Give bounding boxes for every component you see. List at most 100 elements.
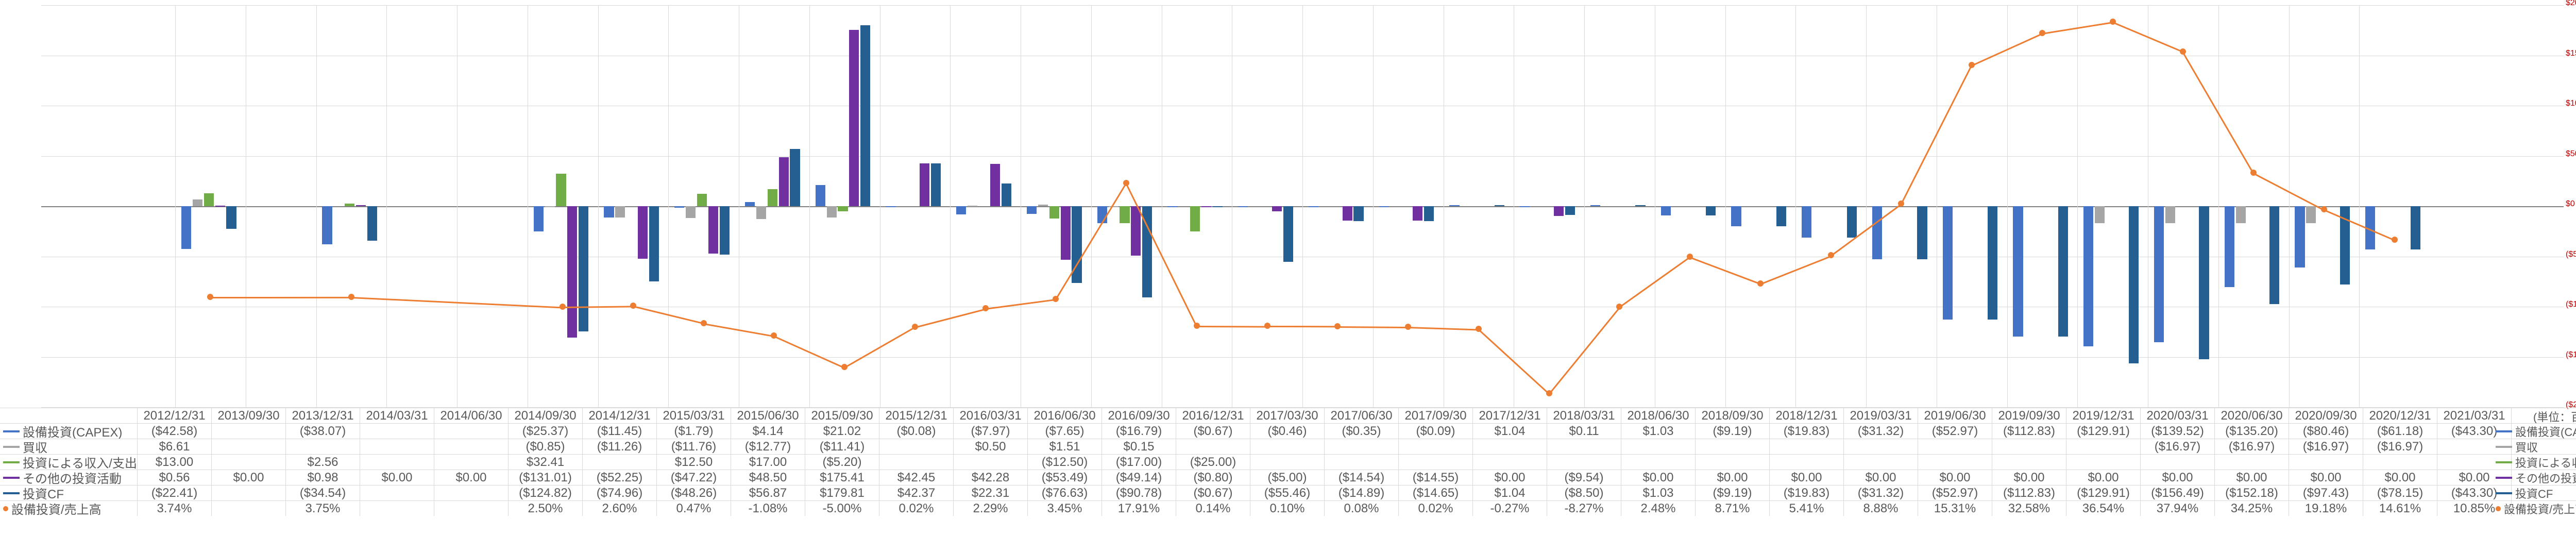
- table-cell: ($9.19): [1696, 423, 1770, 439]
- bar-capex: [2013, 206, 2023, 337]
- period-header: 2017/12/31: [1473, 408, 1547, 423]
- period-column: [809, 5, 880, 407]
- table-cell: ($156.49): [2141, 485, 2215, 500]
- period-header: 2017/03/30: [1250, 408, 1325, 423]
- table-cell: [1992, 454, 2066, 470]
- period-header: 2014/06/30: [434, 408, 509, 423]
- line-point: [1898, 200, 1904, 207]
- table-cell: [2066, 439, 2141, 454]
- table-cell: ($42.58): [138, 423, 212, 439]
- table-cell: ($16.97): [2289, 439, 2363, 454]
- table-cell: $0.00: [1621, 470, 1696, 485]
- table-cell: 0.14%: [1176, 500, 1250, 516]
- row-header: その他の投資活動: [0, 470, 138, 485]
- bar-cf: [1776, 206, 1786, 226]
- row-header: [0, 408, 138, 423]
- table-cell: 36.54%: [2066, 500, 2141, 516]
- period-column: [1444, 5, 1515, 407]
- bar-capex: [534, 206, 544, 231]
- table-cell: 0.47%: [657, 500, 731, 516]
- table-cell: ($14.54): [1325, 470, 1399, 485]
- bar-capex: [1661, 206, 1671, 215]
- table-cell: ($7.65): [1028, 423, 1102, 439]
- line-point: [1969, 62, 1975, 68]
- table-cell: ($47.22): [657, 470, 731, 485]
- line-point: [1405, 324, 1411, 330]
- table-cell: $0.00: [2289, 470, 2363, 485]
- line-point: [771, 332, 777, 339]
- y1-tick: $150: [2566, 49, 2576, 58]
- period-header: 2019/03/31: [1844, 408, 1918, 423]
- table-cell: ($14.65): [1399, 485, 1473, 500]
- bar-cf: [1988, 206, 1997, 320]
- table-cell: [212, 423, 286, 439]
- table-cell: ($97.43): [2289, 485, 2363, 500]
- table-cell: ($16.79): [1102, 423, 1176, 439]
- bar-other: [1554, 206, 1564, 216]
- right-series-label: 設備投資(CAPEX): [2492, 423, 2576, 439]
- bar-acq: [193, 199, 202, 206]
- table-cell: [212, 485, 286, 500]
- bar-inv_io: [204, 193, 214, 206]
- table-cell: [360, 454, 434, 470]
- table-cell: [212, 454, 286, 470]
- table-cell: [360, 500, 434, 516]
- period-header: 2019/09/30: [1992, 408, 2066, 423]
- period-header: 2020/09/30: [2289, 408, 2363, 423]
- series-label: 設備投資/売上高: [11, 500, 101, 516]
- table-cell: -0.27%: [1473, 500, 1547, 516]
- period-header: 2018/06/30: [1621, 408, 1696, 423]
- table-cell: ($22.41): [138, 485, 212, 500]
- table-cell: 34.25%: [2215, 500, 2289, 516]
- table-cell: ($0.67): [1176, 485, 1250, 500]
- period-column: [2007, 5, 2078, 407]
- bar-other: [1413, 206, 1422, 221]
- y1-tick: ($100): [2566, 300, 2576, 309]
- table-cell: ($11.41): [805, 439, 879, 454]
- bar-cf: [2199, 206, 2209, 359]
- series-label: 投資CF: [23, 485, 64, 500]
- table-cell: 2.50%: [509, 500, 583, 516]
- bar-capex: [1027, 206, 1037, 214]
- table-cell: [434, 485, 509, 500]
- y1-tick: $0: [2566, 199, 2576, 209]
- right-series-label: 設備投資/売上高: [2492, 500, 2576, 516]
- table-cell: [2363, 454, 2437, 470]
- table-cell: $6.61: [138, 439, 212, 454]
- table-cell: [1621, 439, 1696, 454]
- table-cell: [1696, 454, 1770, 470]
- bar-capex: [2154, 206, 2164, 342]
- period-header: 2016/12/31: [1176, 408, 1250, 423]
- period-column: [1302, 5, 1374, 407]
- period-column: [1162, 5, 1233, 407]
- line-point: [841, 364, 848, 370]
- bar-inv_io: [556, 174, 566, 206]
- bar-cf: [1706, 206, 1716, 215]
- period-column: [316, 5, 387, 407]
- period-column: [1584, 5, 1655, 407]
- bar-cf: [1353, 206, 1363, 221]
- table-cell: [434, 439, 509, 454]
- table-cell: ($90.78): [1102, 485, 1176, 500]
- table-cell: ($14.55): [1399, 470, 1473, 485]
- bar-capex: [1872, 206, 1882, 259]
- table-header-row: 2012/12/312013/09/302013/12/312014/03/31…: [0, 408, 2576, 423]
- table-cell: ($61.18): [2363, 423, 2437, 439]
- period-header: 2015/09/30: [805, 408, 879, 423]
- table-cell: ($31.32): [1844, 423, 1918, 439]
- period-header: 2013/12/31: [286, 408, 360, 423]
- table-cell: ($78.15): [2363, 485, 2437, 500]
- table-cell: $0.00: [1918, 470, 1992, 485]
- table-cell: 37.94%: [2141, 500, 2215, 516]
- period-column: [1373, 5, 1444, 407]
- period-header: 2014/09/30: [509, 408, 583, 423]
- period-header: 2017/09/30: [1399, 408, 1473, 423]
- table-cell: 5.41%: [1770, 500, 1844, 516]
- table-cell: ($25.00): [1176, 454, 1250, 470]
- table-cell: 0.10%: [1250, 500, 1325, 516]
- table-cell: $17.00: [731, 454, 805, 470]
- table-cell: ($19.83): [1770, 485, 1844, 500]
- period-header: 2015/06/30: [731, 408, 805, 423]
- table-cell: 2.29%: [954, 500, 1028, 516]
- right-series-label: 投資による収入/支出: [2492, 454, 2576, 470]
